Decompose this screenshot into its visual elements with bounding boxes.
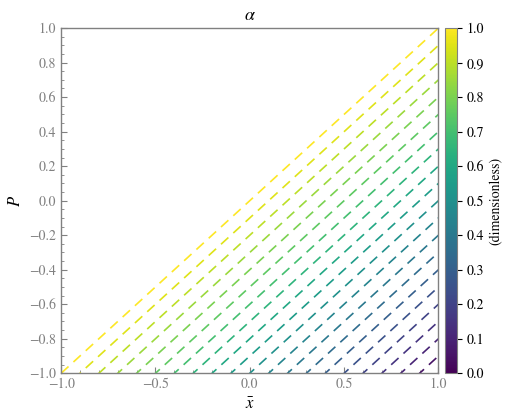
Y-axis label: (dimensionless): (dimensionless) <box>489 157 503 245</box>
X-axis label: $\bar{x}$: $\bar{x}$ <box>245 397 255 413</box>
Y-axis label: $P$: $P$ <box>7 194 24 207</box>
Title: $\alpha$: $\alpha$ <box>244 7 256 24</box>
